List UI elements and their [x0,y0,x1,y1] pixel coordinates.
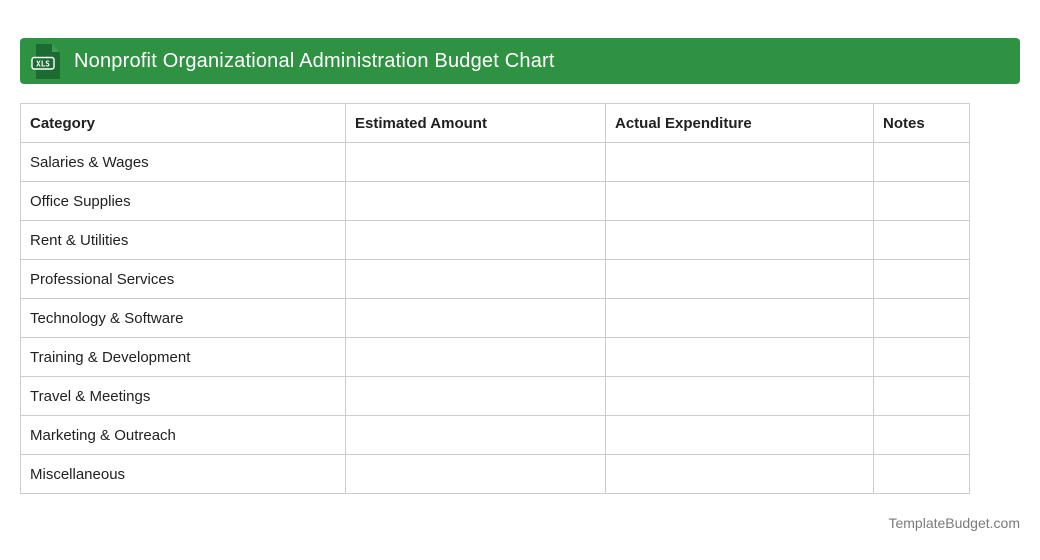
column-header-estimated-amount: Estimated Amount [345,103,606,143]
notes-cell [873,142,970,182]
table-row: Salaries & Wages [20,142,970,182]
table-header-row: Category Estimated Amount Actual Expendi… [20,103,970,143]
estimated-amount-cell [345,337,606,377]
table-row: Office Supplies [20,181,970,221]
estimated-amount-cell [345,376,606,416]
table-row: Professional Services [20,259,970,299]
actual-expenditure-cell [605,220,874,260]
table-row: Training & Development [20,337,970,377]
footer-credit: TemplateBudget.com [888,515,1020,531]
actual-expenditure-cell [605,337,874,377]
table-row: Rent & Utilities [20,220,970,260]
notes-cell [873,376,970,416]
estimated-amount-cell [345,259,606,299]
notes-cell [873,181,970,221]
notes-cell [873,415,970,455]
category-cell: Travel & Meetings [20,376,346,416]
actual-expenditure-cell [605,142,874,182]
table-row: Technology & Software [20,298,970,338]
category-cell: Marketing & Outreach [20,415,346,455]
notes-cell [873,337,970,377]
column-header-actual-expenditure: Actual Expenditure [605,103,874,143]
notes-cell [873,220,970,260]
estimated-amount-cell [345,181,606,221]
actual-expenditure-cell [605,259,874,299]
table-row: Travel & Meetings [20,376,970,416]
category-cell: Professional Services [20,259,346,299]
actual-expenditure-cell [605,415,874,455]
page-title: Nonprofit Organizational Administration … [74,49,555,72]
category-cell: Salaries & Wages [20,142,346,182]
column-header-category: Category [20,103,346,143]
actual-expenditure-cell [605,298,874,338]
estimated-amount-cell [345,142,606,182]
estimated-amount-cell [345,415,606,455]
actual-expenditure-cell [605,181,874,221]
estimated-amount-cell [345,298,606,338]
table-row: Marketing & Outreach [20,415,970,455]
notes-cell [873,259,970,299]
category-cell: Office Supplies [20,181,346,221]
title-bar: XLS Nonprofit Organizational Administrat… [20,38,1020,84]
notes-cell [873,454,970,494]
notes-cell [873,298,970,338]
actual-expenditure-cell [605,454,874,494]
xls-file-icon: XLS [31,43,60,79]
category-cell: Training & Development [20,337,346,377]
category-cell: Rent & Utilities [20,220,346,260]
estimated-amount-cell [345,220,606,260]
table-row: Miscellaneous [20,454,970,494]
category-cell: Miscellaneous [20,454,346,494]
xls-icon-label: XLS [36,59,50,68]
estimated-amount-cell [345,454,606,494]
category-cell: Technology & Software [20,298,346,338]
budget-table: Category Estimated Amount Actual Expendi… [20,103,970,494]
column-header-notes: Notes [873,103,970,143]
actual-expenditure-cell [605,376,874,416]
